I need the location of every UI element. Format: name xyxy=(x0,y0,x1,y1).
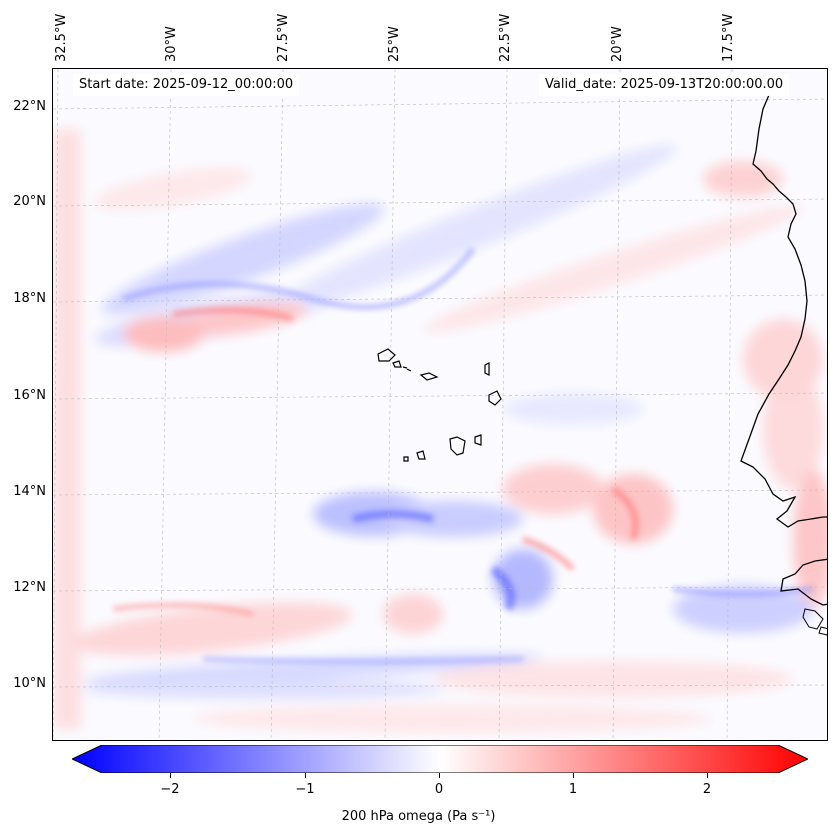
lon-label-22.5w: 22.5°W xyxy=(498,13,513,62)
start-date-label: Start date: 2025-09-12_00:00:00 xyxy=(73,74,300,96)
colorbar-tick-mark xyxy=(439,773,440,778)
lat-label-20n: 20°N xyxy=(13,194,46,209)
colorbar-gradient xyxy=(72,745,808,773)
valid-date-label: Valid_date: 2025-09-13T20:00:00.00 xyxy=(539,74,790,96)
lat-label-18n: 18°N xyxy=(13,291,46,306)
colorbar-tick-mark xyxy=(573,773,574,778)
colorbar-tick-label: −1 xyxy=(295,782,315,797)
africa-coastline-south xyxy=(780,558,827,606)
graticule xyxy=(53,69,827,740)
lon-label-30w: 30°W xyxy=(164,26,179,62)
colorbar-tick-mark xyxy=(170,773,171,778)
colorbar-units: (Pa s⁻¹) xyxy=(447,809,496,824)
colorbar-tick-label: 2 xyxy=(702,782,712,797)
lon-label-25w: 25°W xyxy=(387,26,402,62)
lat-label-12n: 12°N xyxy=(13,580,46,595)
lon-label-17.5w: 17.5°W xyxy=(721,13,736,62)
colorbar xyxy=(72,745,808,773)
colorbar-variable: 200 hPa omega xyxy=(341,809,443,824)
lon-label-20w: 20°W xyxy=(610,26,625,62)
omega-streaks xyxy=(112,247,814,664)
omega-field-map xyxy=(53,69,827,740)
africa-coastline xyxy=(740,94,827,528)
colorbar-tick-mark xyxy=(707,773,708,778)
omega-anomaly-patches xyxy=(53,129,827,733)
cape-verde-islands xyxy=(377,348,502,462)
lat-label-16n: 16°N xyxy=(13,388,46,403)
lat-label-10n: 10°N xyxy=(13,676,46,691)
colorbar-tick-label: −2 xyxy=(160,782,180,797)
lat-label-22n: 22°N xyxy=(13,99,46,114)
colorbar-tick-mark xyxy=(305,773,306,778)
map-panel xyxy=(52,68,828,741)
lat-label-14n: 14°N xyxy=(13,484,46,499)
colorbar-title: 200 hPa omega (Pa s⁻¹) xyxy=(0,809,837,824)
colorbar-tick-label: 0 xyxy=(434,782,444,797)
lon-label-27.5w: 27.5°W xyxy=(276,13,291,62)
colorbar-tick-label: 1 xyxy=(568,782,578,797)
bijagos-islands xyxy=(802,608,827,636)
lon-label-32.5w: 32.5°W xyxy=(54,13,69,62)
